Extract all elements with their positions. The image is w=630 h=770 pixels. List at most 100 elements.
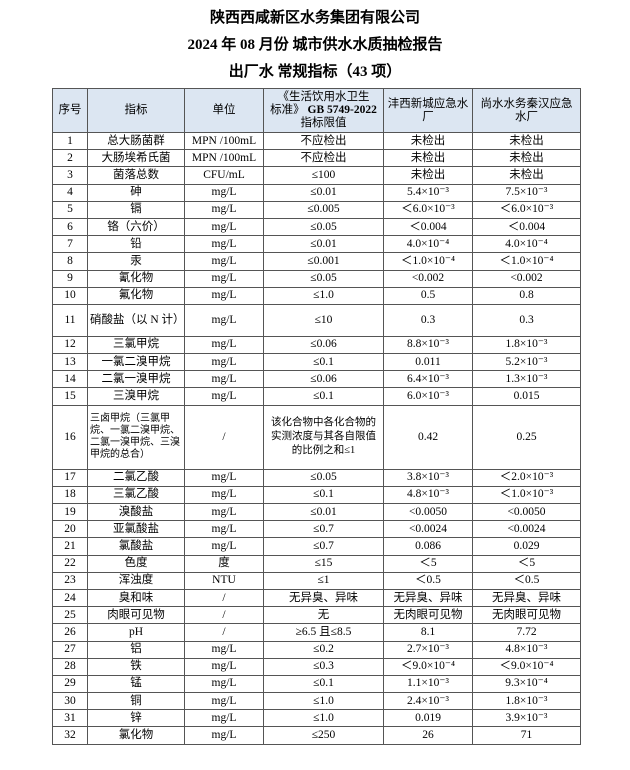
cell-limit: ≤0.05 [263, 468, 384, 487]
cell-plant2: 0.8 [472, 286, 581, 305]
cell-limit: ≤10 [263, 303, 384, 337]
cell-no: 1 [52, 131, 88, 151]
cell-plant2: 7.5×10⁻³ [472, 183, 581, 202]
cell-unit: mg/L [184, 502, 264, 522]
cell-no: 7 [52, 235, 88, 254]
table-row: 27 铝 mg/L ≤0.2 2.7×10⁻³ 4.8×10⁻³ [52, 640, 581, 659]
cell-plant1: ＜1.0×10⁻⁴ [383, 252, 473, 271]
cell-plant2: <0.002 [472, 269, 581, 288]
header-plant1: 沣西新城应急水厂 [383, 88, 473, 133]
header-limit: 《生活饮用水卫生 标准》 GB 5749-2022 指标限值 [263, 88, 384, 133]
cell-plant1: ＜9.0×10⁻⁴ [383, 657, 473, 676]
table-row: 21 氯酸盐 mg/L ≤0.7 0.086 0.029 [52, 537, 581, 556]
cell-no: 14 [52, 370, 88, 389]
cell-plant2: 4.0×10⁻⁴ [472, 235, 581, 254]
cell-plant1: 0.019 [383, 709, 473, 728]
cell-limit: ≤0.001 [263, 252, 384, 271]
table-row: 24 臭和味 / 无异臭、异味 无异臭、异味 无异臭、异味 [52, 588, 581, 608]
cell-plant1: ＜0.5 [383, 571, 473, 590]
cell-indicator: 砷 [87, 183, 185, 202]
cell-unit: NTU [184, 571, 264, 590]
cell-unit: / [184, 623, 264, 642]
cell-indicator: 浑浊度 [87, 571, 185, 590]
cell-indicator: 汞 [87, 252, 185, 271]
cell-limit: ≤0.01 [263, 183, 384, 202]
cell-plant2: 未检出 [472, 131, 581, 151]
cell-plant2: 5.2×10⁻³ [472, 353, 581, 372]
cell-plant1: 无肉眼可见物 [383, 606, 473, 625]
cell-unit: mg/L [184, 252, 264, 271]
cell-plant2: 0.015 [472, 387, 581, 406]
cell-unit: / [184, 588, 264, 608]
cell-indicator: 三氯乙酸 [87, 485, 185, 505]
cell-indicator: 铅 [87, 235, 185, 254]
table-row: 8 汞 mg/L ≤0.001 ＜1.0×10⁻⁴ ＜1.0×10⁻⁴ [52, 252, 581, 271]
cell-plant2: ＜2.0×10⁻³ [472, 468, 581, 487]
cell-limit: 该化合物中各化合物的实测浓度与其各自限值的比例之和≤1 [263, 404, 384, 470]
cell-plant2: 71 [472, 726, 581, 745]
cell-no: 18 [52, 485, 88, 505]
table-row: 28 铁 mg/L ≤0.3 ＜9.0×10⁻⁴ ＜9.0×10⁻⁴ [52, 657, 581, 676]
table-row: 29 锰 mg/L ≤0.1 1.1×10⁻³ 9.3×10⁻⁴ [52, 674, 581, 694]
table-row: 9 氰化物 mg/L ≤0.05 <0.002 <0.002 [52, 269, 581, 288]
cell-indicator: 铬（六价） [87, 217, 185, 237]
table-row: 20 亚氯酸盐 mg/L ≤0.7 <0.0024 <0.0024 [52, 520, 581, 539]
header-unit: 单位 [184, 88, 264, 133]
cell-no: 13 [52, 353, 88, 372]
cell-unit: mg/L [184, 217, 264, 237]
cell-indicator: 总大肠菌群 [87, 131, 185, 151]
cell-indicator: 氯酸盐 [87, 537, 185, 556]
header-indicator: 指标 [87, 88, 185, 133]
cell-limit: ≤0.1 [263, 485, 384, 505]
cell-plant1: 1.1×10⁻³ [383, 674, 473, 694]
cell-limit: ≤1.0 [263, 709, 384, 728]
cell-no: 21 [52, 537, 88, 556]
table-row: 18 三氯乙酸 mg/L ≤0.1 4.8×10⁻³ ＜1.0×10⁻³ [52, 485, 581, 505]
cell-plant2: 未检出 [472, 166, 581, 185]
cell-unit: / [184, 606, 264, 625]
cell-limit: 不应检出 [263, 149, 384, 168]
cell-plant2: 0.3 [472, 303, 581, 337]
cell-plant2: 1.8×10⁻³ [472, 692, 581, 711]
cell-plant2: 1.3×10⁻³ [472, 370, 581, 389]
cell-no: 31 [52, 709, 88, 728]
cell-unit: mg/L [184, 537, 264, 556]
cell-indicator: 锰 [87, 674, 185, 694]
cell-no: 26 [52, 623, 88, 642]
cell-plant1: 4.0×10⁻⁴ [383, 235, 473, 254]
cell-unit: MPN /100mL [184, 149, 264, 168]
cell-plant1: 5.4×10⁻³ [383, 183, 473, 202]
cell-no: 10 [52, 286, 88, 305]
table-row: 7 铅 mg/L ≤0.01 4.0×10⁻⁴ 4.0×10⁻⁴ [52, 235, 581, 254]
cell-indicator: 镉 [87, 200, 185, 219]
cell-no: 22 [52, 554, 88, 573]
table-row: 6 铬（六价） mg/L ≤0.05 ＜0.004 ＜0.004 [52, 217, 581, 237]
cell-plant2: <0.0024 [472, 520, 581, 539]
cell-unit: mg/L [184, 353, 264, 372]
cell-no: 25 [52, 606, 88, 625]
header-limit-standard: GB 5749-2022 [307, 104, 377, 116]
cell-indicator: 三氯甲烷 [87, 335, 185, 355]
cell-plant2: ＜1.0×10⁻³ [472, 485, 581, 505]
cell-plant2: 无异臭、异味 [472, 588, 581, 608]
cell-unit: mg/L [184, 726, 264, 745]
cell-indicator: 菌落总数 [87, 166, 185, 185]
cell-plant1: 8.1 [383, 623, 473, 642]
cell-limit: ≤1.0 [263, 286, 384, 305]
cell-limit: ≤1.0 [263, 692, 384, 711]
table-row: 3 菌落总数 CFU/mL ≤100 未检出 未检出 [52, 166, 581, 185]
cell-limit: 不应检出 [263, 131, 384, 151]
cell-unit: mg/L [184, 485, 264, 505]
cell-limit: ≤0.06 [263, 370, 384, 389]
cell-plant1: <0.0024 [383, 520, 473, 539]
cell-indicator: 锌 [87, 709, 185, 728]
table-row: 17 二氯乙酸 mg/L ≤0.05 3.8×10⁻³ ＜2.0×10⁻³ [52, 468, 581, 487]
cell-indicator: 铜 [87, 692, 185, 711]
cell-plant1: 3.8×10⁻³ [383, 468, 473, 487]
cell-indicator: 亚氯酸盐 [87, 520, 185, 539]
header-limit-line3: 指标限值 [300, 117, 347, 129]
cell-plant1: 8.8×10⁻³ [383, 335, 473, 355]
cell-plant1: ＜5 [383, 554, 473, 573]
cell-indicator: 溴酸盐 [87, 502, 185, 522]
cell-plant2: <0.0050 [472, 502, 581, 522]
